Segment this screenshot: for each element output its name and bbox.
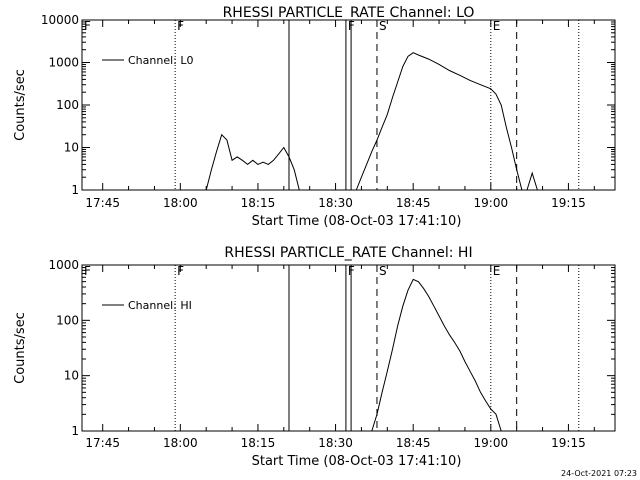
event-marker-label-hi: F xyxy=(177,264,184,278)
panel-lo: RHESSI PARTICLE_RATE Channel: LO 17:45 18:… xyxy=(13,5,616,229)
event-marker-label-lo: E xyxy=(493,19,501,33)
series-line-lo xyxy=(205,133,300,191)
event-marker-label-lo: F xyxy=(177,19,184,33)
plot-frame-lo xyxy=(81,19,616,191)
y-axis-label-hi: Counts/sec xyxy=(13,312,28,384)
series-line-lo xyxy=(355,52,523,191)
series-line-hi xyxy=(371,278,502,432)
plot-frame-hi xyxy=(81,264,616,432)
y-tick-label-hi: 100 xyxy=(56,313,79,327)
x-tick-label-lo: 18:15 xyxy=(241,196,276,210)
x-tick-label-hi: 19:15 xyxy=(551,436,586,450)
x-tick-label-hi: 18:45 xyxy=(396,436,431,450)
x-tick-label-hi: 19:00 xyxy=(474,436,509,450)
x-tick-label-hi: 18:00 xyxy=(163,436,198,450)
x-tick-label-hi: 18:15 xyxy=(241,436,276,450)
y-tick-label-hi: 10 xyxy=(64,369,79,383)
y-axis-label-lo: Counts/sec xyxy=(13,69,28,141)
x-tick-label-hi: 18:30 xyxy=(318,436,353,450)
legend-label-lo: Channel: L0 xyxy=(128,54,194,67)
event-marker-label-lo: F xyxy=(84,19,91,33)
y-tick-label-hi: 1 xyxy=(71,424,79,438)
y-tick-label-lo: 1000 xyxy=(48,56,79,70)
y-tick-label-lo: 1 xyxy=(71,183,79,197)
x-tick-label-lo: 18:45 xyxy=(396,196,431,210)
event-marker-label-hi: S xyxy=(379,264,387,278)
x-tick-label-lo: 19:15 xyxy=(551,196,586,210)
event-marker-label-hi: E xyxy=(493,264,501,278)
y-tick-label-lo: 100 xyxy=(56,98,79,112)
x-axis-label-hi: Start Time (08-Oct-03 17:41:10) xyxy=(252,454,462,469)
y-tick-label-lo: 10 xyxy=(64,141,79,155)
chart-title-hi: RHESSI PARTICLE_RATE Channel: HI xyxy=(224,245,472,261)
event-marker-label-hi: F xyxy=(84,264,91,278)
x-tick-label-lo: 17:45 xyxy=(85,196,120,210)
x-tick-label-lo: 18:30 xyxy=(318,196,353,210)
x-axis-label-lo: Start Time (08-Oct-03 17:41:10) xyxy=(252,214,462,229)
x-tick-label-lo: 19:00 xyxy=(474,196,509,210)
x-tick-label-hi: 17:45 xyxy=(85,436,120,450)
legend-label-hi: Channel: HI xyxy=(128,299,192,312)
footer-timestamp: 24-Oct-2021 07:23 xyxy=(561,469,637,478)
x-tick-label-lo: 18:00 xyxy=(163,196,198,210)
chart-title-lo: RHESSI PARTICLE_RATE Channel: LO xyxy=(223,5,475,21)
y-tick-label-hi: 1000 xyxy=(48,258,79,272)
panel-hi: RHESSI PARTICLE_RATE Channel: HI 17:45 18:… xyxy=(13,245,616,469)
series-line-lo xyxy=(526,171,538,191)
event-marker-label-lo: S xyxy=(379,19,387,33)
y-tick-label-lo: 10000 xyxy=(41,13,79,27)
